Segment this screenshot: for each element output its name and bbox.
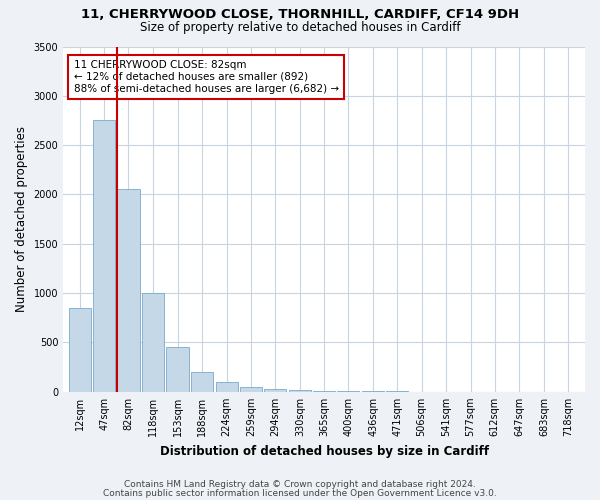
Bar	[264, 389, 286, 392]
Bar	[313, 390, 335, 392]
Text: 11, CHERRYWOOD CLOSE, THORNHILL, CARDIFF, CF14 9DH: 11, CHERRYWOOD CLOSE, THORNHILL, CARDIFF…	[81, 8, 519, 20]
Bar	[362, 391, 384, 392]
Y-axis label: Number of detached properties: Number of detached properties	[15, 126, 28, 312]
Text: Contains public sector information licensed under the Open Government Licence v3: Contains public sector information licen…	[103, 488, 497, 498]
Bar	[239, 387, 262, 392]
Bar	[215, 382, 238, 392]
Bar	[118, 188, 140, 392]
Bar	[337, 391, 359, 392]
Bar	[191, 372, 213, 392]
Bar	[166, 348, 188, 392]
X-axis label: Distribution of detached houses by size in Cardiff: Distribution of detached houses by size …	[160, 444, 488, 458]
Text: Size of property relative to detached houses in Cardiff: Size of property relative to detached ho…	[140, 21, 460, 34]
Bar	[289, 390, 311, 392]
Text: Contains HM Land Registry data © Crown copyright and database right 2024.: Contains HM Land Registry data © Crown c…	[124, 480, 476, 489]
Bar	[69, 308, 91, 392]
Text: 11 CHERRYWOOD CLOSE: 82sqm
← 12% of detached houses are smaller (892)
88% of sem: 11 CHERRYWOOD CLOSE: 82sqm ← 12% of deta…	[74, 60, 339, 94]
Bar	[93, 120, 115, 392]
Bar	[142, 293, 164, 392]
